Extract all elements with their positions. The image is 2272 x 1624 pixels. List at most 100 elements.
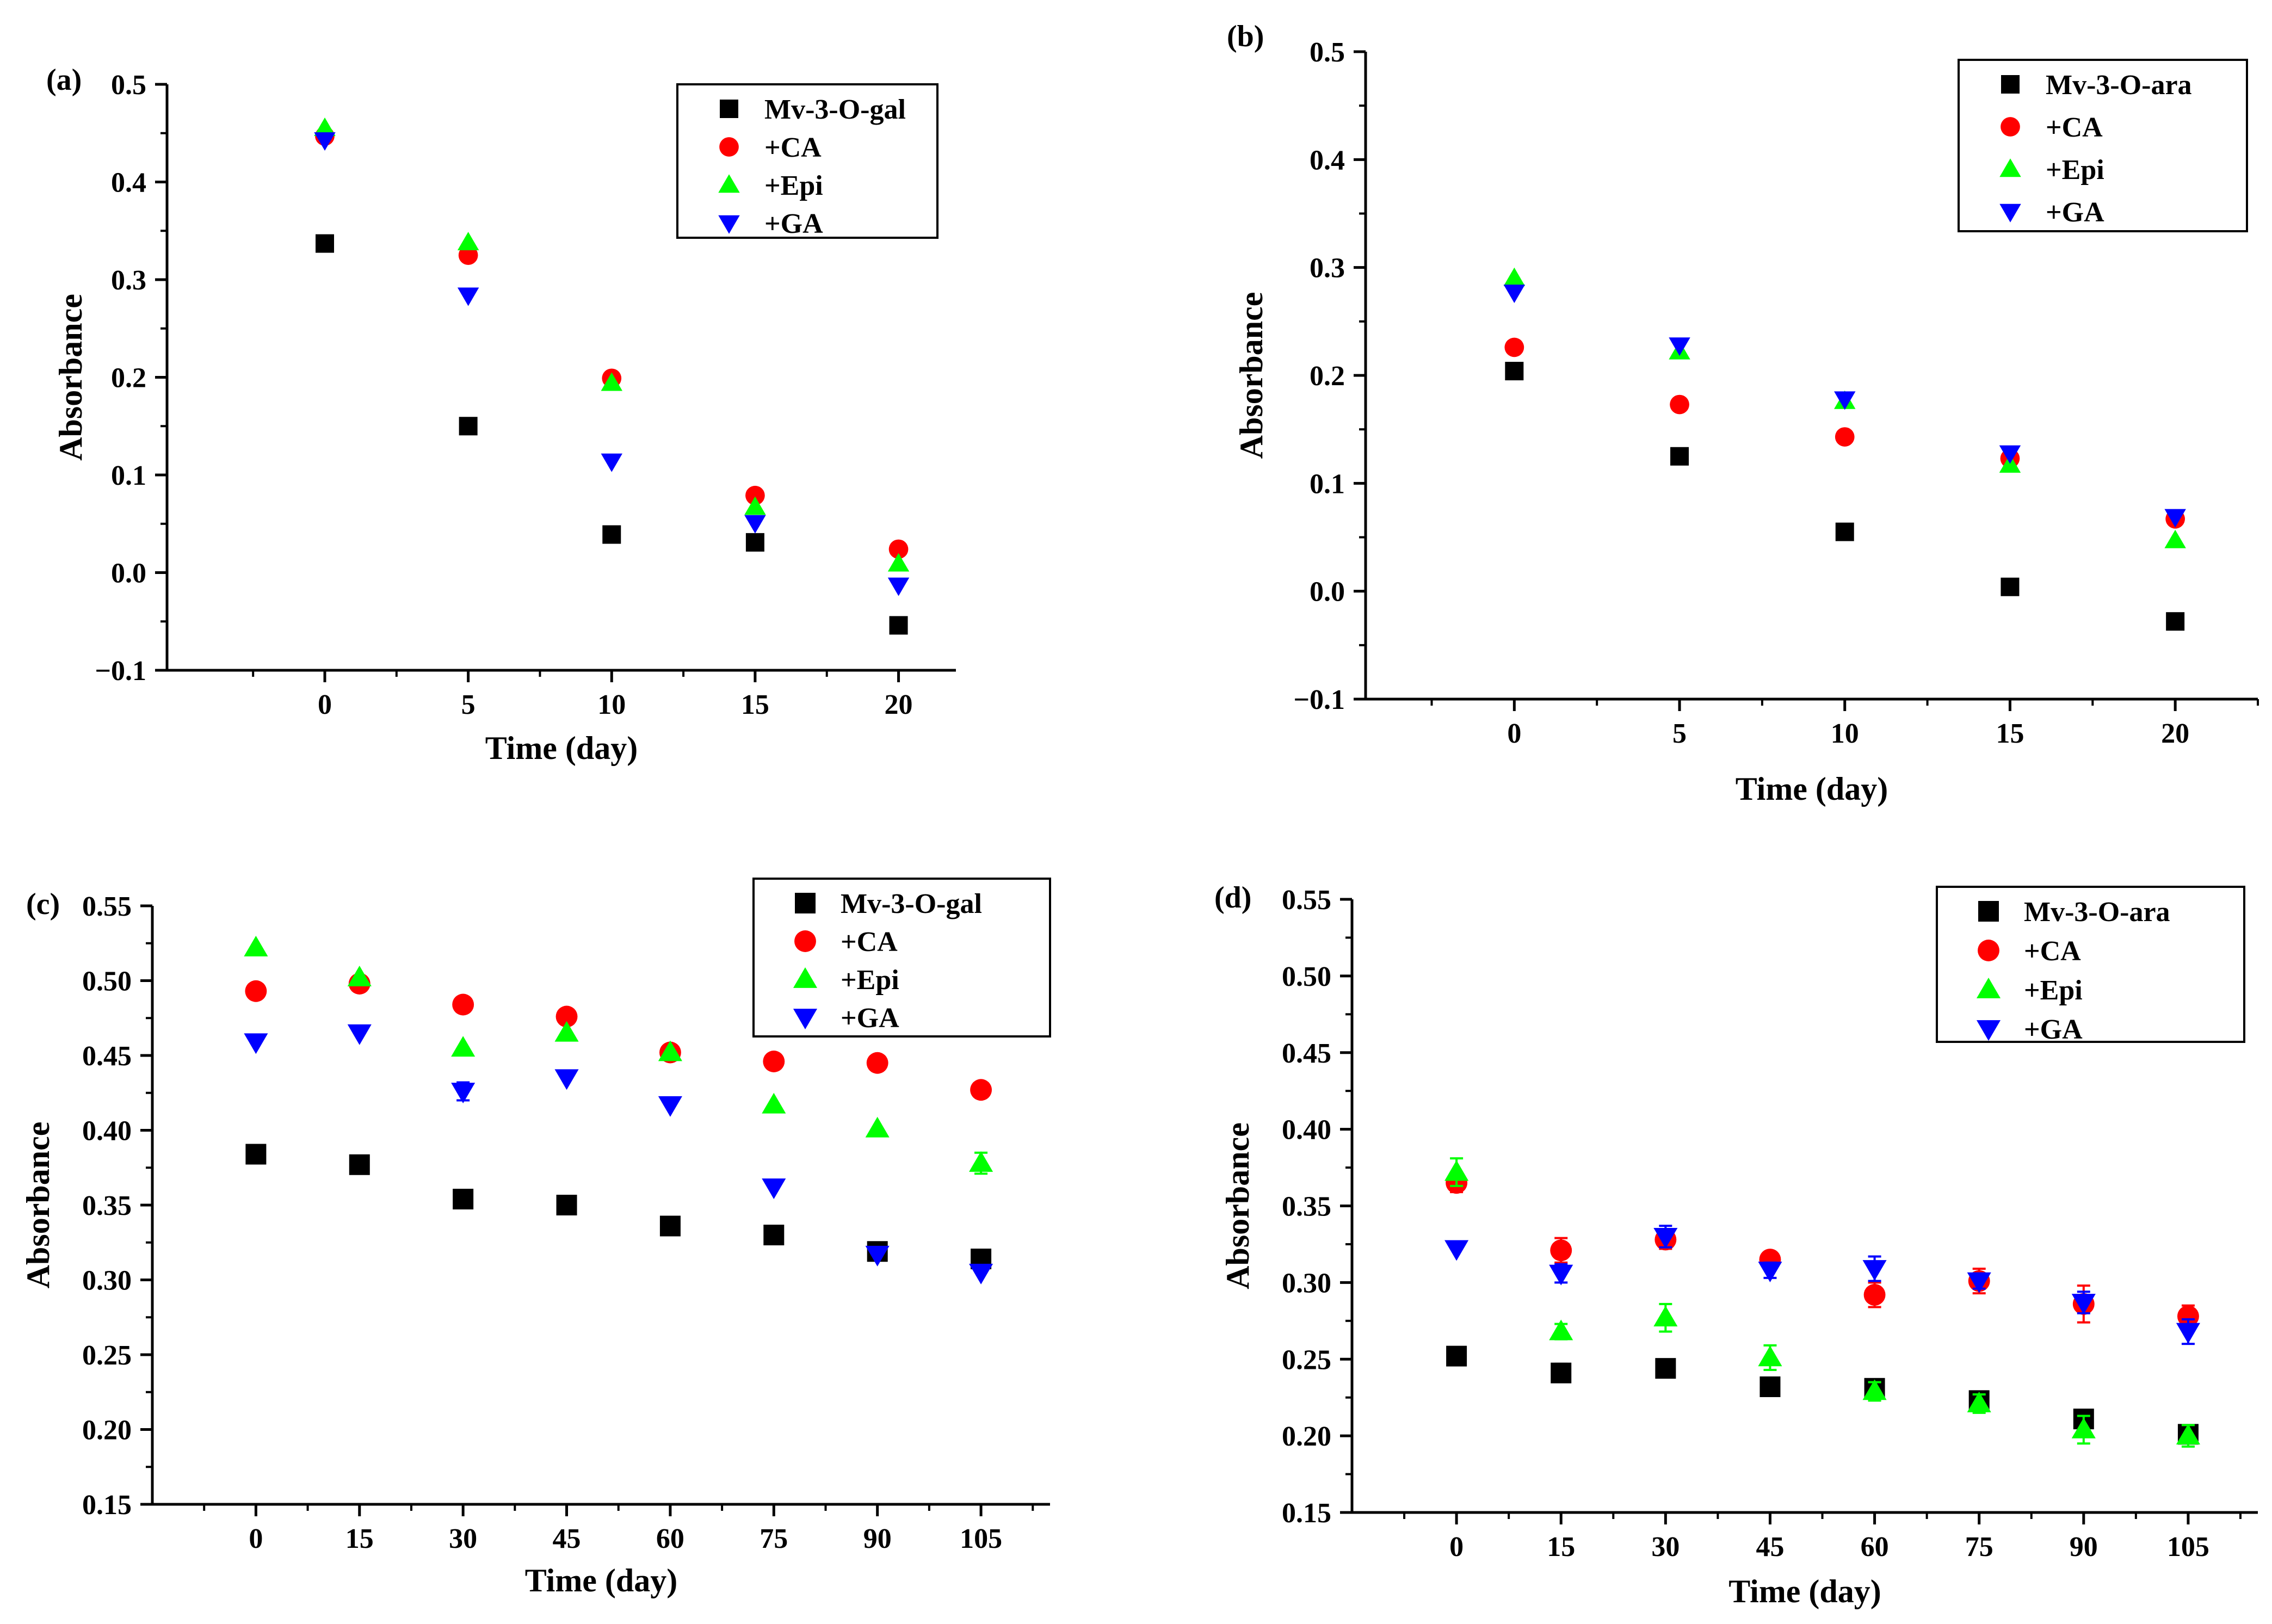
legend-label: +CA [2024,936,2081,967]
y-tick-label: 0.15 [82,1490,132,1521]
data-point [245,1144,267,1165]
data-point [556,1195,577,1215]
data-point [2166,612,2185,631]
x-tick-label: 20 [885,689,913,720]
data-point [451,1083,476,1104]
data-point [314,132,336,151]
data-point [1446,1345,1467,1367]
y-tick-label: 0.30 [1282,1268,1331,1299]
x-tick-label: 30 [1651,1532,1680,1563]
data-point [601,453,622,472]
data-point [1504,337,1524,357]
data-point [1549,1319,1573,1341]
data-point [2177,1305,2199,1327]
x-tick-label: 15 [345,1523,374,1554]
data-point [555,1005,578,1028]
y-tick-label: −0.1 [1293,684,1345,715]
data-point [602,525,621,544]
y-tick-label: 0.35 [1282,1191,1331,1222]
x-tick-label: 5 [1672,718,1687,749]
legend-label: +GA [764,208,823,239]
legend: Mv-3-O-gal +CA +Epi +GA [752,878,1051,1038]
x-tick-label: 0 [318,689,332,720]
y-tick-label: 0.2 [1310,361,1345,392]
legend-marker [795,893,816,913]
y-tick-label: 0.25 [1282,1344,1331,1375]
y-tick-label: 0.5 [111,70,146,101]
legend-marker [718,215,740,234]
data-point [658,1040,682,1061]
data-point [888,539,909,559]
data-point [1503,285,1526,304]
data-point [347,1024,372,1045]
series-ga [1503,285,2186,528]
data-point [452,993,474,1016]
data-point [453,1189,474,1209]
data-point [1655,1358,1676,1379]
y-tick-label: 0.4 [111,168,146,199]
data-point [1758,1345,1782,1367]
data-point [1862,1260,1887,1281]
x-tick-label: 20 [2161,718,2189,749]
legend-label: Mv-3-O-gal [764,94,906,125]
series-mv-3-o-gal [316,234,908,635]
data-point [659,1215,681,1237]
data-point [459,417,478,436]
y-tick-label: 0.45 [82,1041,132,1072]
legend: Mv-3-O-gal +CA +Epi +GA [676,83,939,239]
y-tick-label: 0.25 [82,1340,132,1371]
legend-marker [1978,901,1999,922]
panel-label: (d) [1214,881,1251,915]
legend-marker [2001,75,2020,94]
data-point [1653,1306,1678,1327]
data-point [1758,1261,1782,1282]
x-tick-label: 75 [760,1523,788,1554]
data-point [2176,1424,2200,1444]
legend: Mv-3-O-ara +CA +Epi +GA [1958,59,2248,232]
x-tick-label: 75 [1965,1532,1993,1563]
y-tick-label: 0.55 [1282,885,1331,916]
y-tick-label: 0.45 [1282,1038,1331,1069]
x-tick-label: 0 [249,1523,263,1554]
y-axis-title: Absorbance [1220,1122,1256,1289]
data-point [1835,522,1854,541]
data-point [316,234,334,253]
data-point [2164,529,2186,548]
x-tick-label: 10 [597,689,626,720]
y-axis-title: Absorbance [20,1122,56,1289]
legend-label: +GA [2046,197,2104,228]
x-tick-label: 15 [1996,718,2024,749]
series-ga [314,132,910,596]
data-point [1549,1264,1573,1286]
data-point [458,245,478,265]
legend-label: +GA [2024,1014,2083,1045]
legend-label: +CA [841,927,898,958]
y-tick-label: 0.0 [111,558,146,589]
legend-marker [1999,203,2021,223]
panel-c: 0.15 0.20 0.25 0.30 0.35 0.40 0.45 0.50 0.55 0 15 3… [20,878,1051,1598]
data-point [1759,1376,1781,1397]
data-point [763,1051,785,1072]
legend: Mv-3-O-ara +CA +Epi +GA [1936,886,2245,1045]
x-tick-label: 30 [449,1523,477,1554]
legend-label: +CA [2046,112,2103,143]
x-tick-label: 10 [1831,718,1859,749]
panel-b: −0.1 0.0 0.1 0.2 0.3 0.4 0.5 0 5 10 15 20 Time (day)… [1227,20,2259,807]
data-point [866,1052,888,1074]
y-tick-label: 0.40 [1282,1115,1331,1146]
data-point [1967,1391,1991,1412]
legend-label: +Epi [841,965,899,996]
data-point [1551,1362,1572,1384]
y-tick-label: 0.3 [1310,253,1345,284]
data-point [457,232,479,250]
x-tick-label: 15 [741,689,769,720]
data-point [245,980,267,1002]
data-point [969,1151,993,1172]
data-point [314,118,336,136]
x-tick-label: 0 [1507,718,1521,749]
data-point [887,553,910,572]
legend-label: Mv-3-O-ara [2024,897,2170,928]
data-point [244,935,268,956]
y-tick-label: 0.5 [1310,37,1345,68]
y-tick-label: 0.0 [1310,577,1345,608]
